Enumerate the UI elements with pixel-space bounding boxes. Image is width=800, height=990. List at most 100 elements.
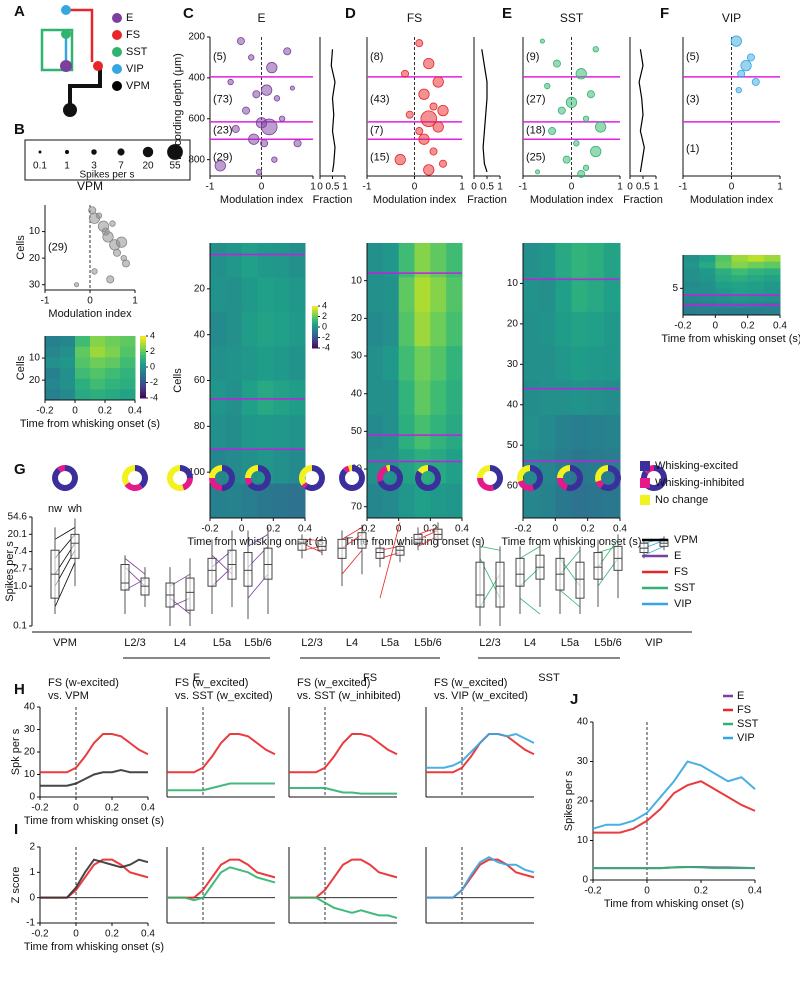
point [439,159,447,168]
legend-label: E [126,12,133,24]
category-label: L4 [524,637,536,649]
y-tick-label: 0 [29,792,35,803]
x-tick-label: 0 [627,182,633,193]
donut-segment [557,478,568,491]
y-tick-label: 30 [577,756,589,767]
heat-cell [539,414,556,450]
size-legend-dot [142,146,154,158]
heat-cell [225,414,243,450]
colorbar-step [312,306,318,309]
heat-cell [382,483,400,519]
heat-cell [683,308,700,316]
heat-cell [225,277,243,313]
panel-letter: J [570,691,578,708]
heat-cell [257,311,274,347]
x-tick-label: 0.2 [423,524,437,535]
e-node [60,60,72,72]
heat-cell [763,295,781,303]
heat-cell [105,368,121,380]
fs-path [66,8,94,62]
legend-dot [112,47,122,57]
donut-segment [477,465,490,478]
colorbar-label: 2 [322,311,327,321]
colorbar-step [312,324,318,328]
heat-cell [539,277,556,313]
x-tick-label: -1 [206,182,215,193]
heat-cell [367,380,384,416]
y-tick-label: 30 [507,359,519,370]
colorbar-step [312,341,318,345]
legend-label: VIP [674,598,692,610]
heat-cell [763,288,781,296]
panel-letter: E [502,5,512,22]
heat-cell [90,357,106,369]
layer-count: (15) [370,152,390,164]
chart-title: vs. SST (w_inhibited) [297,690,401,702]
heat-cell [75,378,91,390]
legend-swatch [640,495,650,505]
y-tick-label: 2.7 [13,564,27,575]
point [420,110,438,128]
series-line [167,866,276,902]
legend-dot [112,13,122,23]
y-tick-label: 54.6 [8,512,28,523]
heat-cell [571,277,589,313]
box [395,545,405,556]
y-axis-label: Z score [10,867,22,904]
point [115,236,128,248]
heat-cell [120,357,136,369]
heat-cell [430,346,447,381]
heat-cell [571,449,589,485]
chart-title: E [257,11,265,25]
series-line [40,858,149,899]
heat-cell [523,380,540,416]
point [730,35,742,47]
heat-cell [603,414,621,450]
colorbar-step [140,363,146,368]
heat-cell [731,275,749,283]
heat-cell [683,288,700,296]
colorbar-step [312,308,318,311]
point [415,39,424,48]
size-legend-label: Spikes per s [79,170,134,181]
heat-cell [60,368,76,380]
heat-cell [683,268,700,276]
colorbar-step [312,310,318,313]
x-tick-label: 0 [87,296,93,307]
heat-cell [367,311,384,347]
colorbar-label: 4 [150,330,155,340]
y-tick-label: -1 [26,918,35,929]
y-tick-label: 400 [188,73,205,84]
heat-cell [273,380,290,416]
y-axis-label: Spikes per s [563,770,575,831]
colorbar-step [140,382,146,387]
series-line [289,858,398,899]
heat-cell [539,346,556,381]
heat-cell [75,389,91,401]
heat-cell [683,261,700,269]
heat-cell [715,275,732,283]
heat-cell [210,414,227,450]
vpm-node [63,103,77,117]
colorbar-step [312,343,318,347]
y-tick-label: 70 [351,501,363,512]
chart-title: FS (w_excited) [175,677,248,689]
colorbar-step [312,333,318,336]
layer-count: (9) [526,51,539,63]
colorbar-step [312,314,318,317]
legend-label: Whisking-excited [655,460,738,472]
heat-cell [367,243,384,278]
heat-cell [683,281,700,289]
point [432,121,444,133]
point [575,68,587,80]
colorbar-step [140,336,146,340]
heat-cell [430,277,447,313]
box [70,533,80,559]
condition-label: wh [67,503,82,515]
heat-cell [257,380,274,416]
chart-title: FS (w_excited) [297,677,370,689]
heat-cell [289,483,306,519]
heat-cell [382,380,400,416]
heat-cell [273,243,290,278]
point [737,69,746,78]
